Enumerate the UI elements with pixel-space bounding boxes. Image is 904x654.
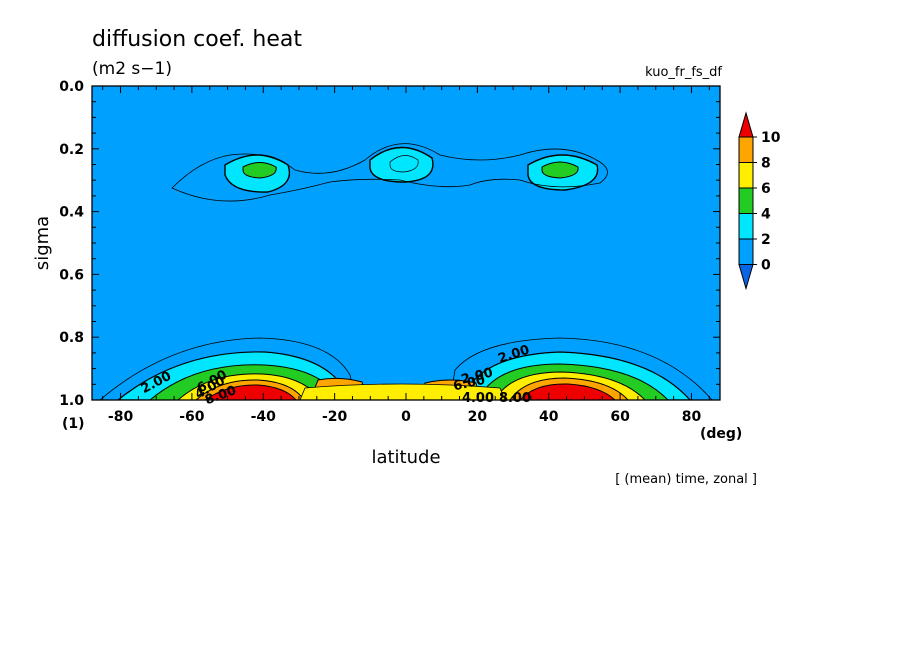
x-tick-label: 0	[401, 409, 411, 425]
colorbar-segment	[738, 136, 754, 163]
fill-lower-right-10	[519, 383, 616, 400]
x-unit-label: (deg)	[700, 426, 742, 442]
y-tick-label: 0.2	[59, 142, 84, 158]
variable-name: kuo_fr_fs_df	[645, 65, 722, 80]
chart-title: diffusion coef. heat	[92, 27, 302, 52]
colorbar-top-arrow	[738, 111, 754, 138]
fill-lower-center-strip	[299, 383, 506, 400]
colorbar-label: 4	[761, 207, 771, 223]
y-axis: 0.0 0.2 0.4 0.6 0.8 1.0	[59, 79, 720, 409]
y-axis-label: sigma	[32, 216, 53, 270]
x-tick-label: 60	[610, 409, 630, 425]
y-tick-label: 0.8	[59, 330, 84, 346]
x-tick-label: -40	[251, 409, 277, 425]
colorbar: 0 2 4 6 8 10	[738, 111, 781, 291]
colorbar-label: 0	[761, 258, 771, 274]
x-tick-label: -20	[322, 409, 348, 425]
x-axis: -80 -60 -40 -20 0 20 40 60 80	[102, 86, 710, 425]
contour-label: 6.00	[452, 373, 486, 394]
x-tick-label: -80	[108, 409, 134, 425]
y-tick-label: 0.4	[59, 205, 84, 221]
x-tick-label: 40	[539, 409, 559, 425]
x-tick-label: 20	[468, 409, 488, 425]
y-tick-label: 1.0	[59, 393, 84, 409]
y-tick-label: 0.6	[59, 267, 84, 283]
colorbar-label: 2	[761, 232, 771, 248]
contour-upper-inner	[389, 155, 419, 173]
contour-upper-outline	[171, 143, 608, 202]
colorbar-segment	[738, 238, 754, 265]
colorbar-segment	[738, 187, 754, 214]
colorbar-segment	[738, 213, 754, 240]
x-axis-label: latitude	[371, 447, 440, 468]
colorbar-segment	[738, 162, 754, 189]
fill-upper-center-2	[369, 146, 434, 183]
colorbar-bottom-arrow	[738, 264, 754, 291]
y-extra-label: (1)	[62, 416, 85, 432]
colorbar-label: 6	[761, 181, 771, 197]
fill-upper-left-4	[242, 162, 277, 179]
x-tick-label: 80	[682, 409, 702, 425]
colorbar-label: 8	[761, 156, 771, 172]
x-tick-label: -60	[179, 409, 205, 425]
contour-label: 8.00	[499, 391, 531, 406]
y-tick-label: 0.0	[59, 79, 84, 95]
chart-subtitle: (m2 s−1)	[92, 59, 172, 79]
averaging-note: [ (mean) time, zonal ]	[615, 472, 757, 487]
colorbar-label: 10	[761, 130, 781, 146]
plot-area	[92, 86, 720, 400]
fill-upper-right-4	[541, 161, 579, 179]
contour-label: 4.00	[462, 391, 494, 406]
